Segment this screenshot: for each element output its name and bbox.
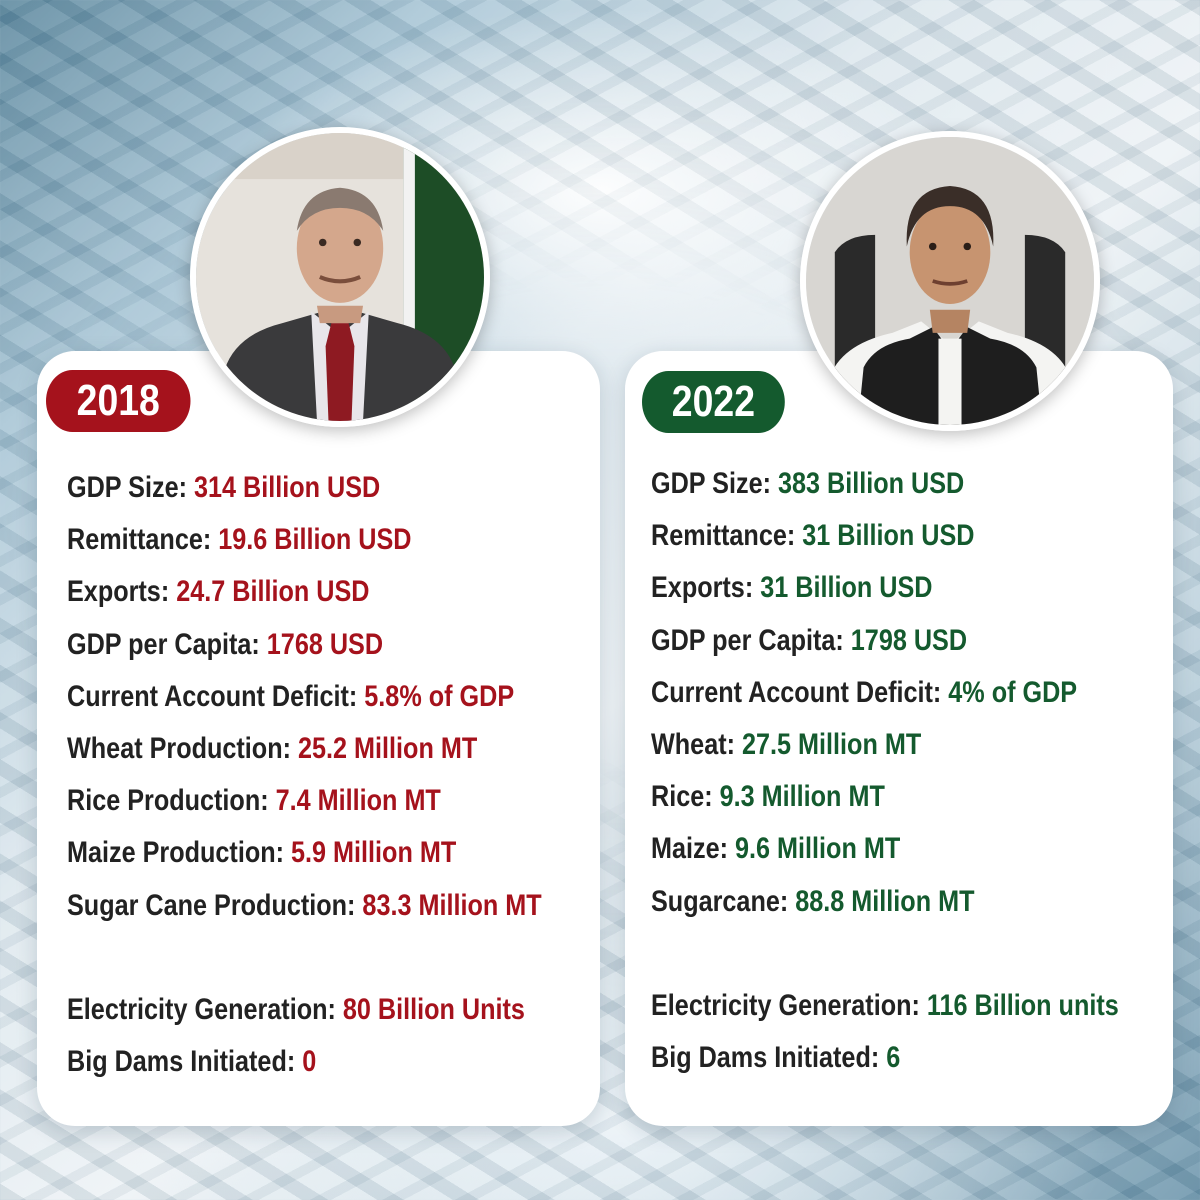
- stat-maize: Maize: 9.6 Million MT: [651, 827, 1119, 879]
- stat-value: 31 Billion USD: [802, 519, 975, 553]
- stat-current-account-deficit: Current Account Deficit: 5.8% of GDP: [67, 675, 542, 727]
- stat-value: 83.3 Million MT: [362, 888, 542, 922]
- stat-current-account-deficit: Current Account Deficit: 4% of GDP: [651, 671, 1119, 723]
- stat-value: 314 Billion USD: [193, 471, 381, 504]
- stat-exports: Exports: 24.7 Billion USD: [67, 570, 542, 622]
- stat-electricity: Electricity Generation: 116 Billion unit…: [651, 984, 1119, 1036]
- stat-value: 0: [302, 1044, 317, 1078]
- stat-value: 7.4 Million MT: [275, 784, 441, 818]
- stat-label: GDP per Capita:: [651, 623, 844, 657]
- stat-label: Sugar Cane Production:: [67, 888, 356, 922]
- stat-value: 27.5 Million MT: [742, 727, 922, 761]
- stat-electricity: Electricity Generation: 80 Billion Units: [67, 988, 542, 1040]
- stat-sugarcane: Sugarcane: 88.8 Million MT: [651, 880, 1119, 932]
- year-badge-2022: 2022: [642, 371, 785, 433]
- stat-value: 116 Billion units: [926, 988, 1119, 1022]
- stat-label: GDP Size:: [67, 471, 187, 504]
- stat-value: 1798 USD: [850, 623, 968, 657]
- stat-value: 383 Billion USD: [777, 467, 965, 500]
- stat-rice: Rice Production: 7.4 Million MT: [67, 779, 542, 831]
- stats-list-2022: GDP Size: 383 Billion USD Remittance: 31…: [651, 462, 1200, 1088]
- stat-rice: Rice: 9.3 Million MT: [651, 775, 1119, 827]
- stat-value: 24.7 Billion USD: [176, 575, 370, 609]
- stat-label: Sugarcane:: [651, 884, 789, 918]
- stat-gdp-per-capita: GDP per Capita: 1798 USD: [651, 619, 1119, 671]
- stat-wheat: Wheat Production: 25.2 Million MT: [67, 727, 542, 779]
- stat-value: 80 Billion Units: [342, 992, 525, 1026]
- stat-remittance: Remittance: 31 Billion USD: [651, 514, 1119, 566]
- stat-label: Remittance:: [67, 523, 212, 557]
- stat-gdp-size: GDP Size: 383 Billion USD: [651, 462, 1119, 514]
- stat-gdp-size: GDP Size: 314 Billion USD: [67, 466, 542, 518]
- stat-label: Wheat:: [651, 727, 735, 761]
- portrait-2022: [800, 131, 1100, 431]
- stat-label: Electricity Generation:: [651, 988, 920, 1022]
- stat-remittance: Remittance: 19.6 Billion USD: [67, 518, 542, 570]
- stat-sugarcane: Sugar Cane Production: 83.3 Million MT: [67, 884, 542, 936]
- stat-label: Rice:: [651, 780, 713, 814]
- stat-label: Exports:: [67, 575, 170, 609]
- stat-value: 5.9 Million MT: [291, 836, 457, 870]
- stat-value: 9.3 Million MT: [719, 780, 885, 814]
- stat-value: 88.8 Million MT: [795, 884, 975, 918]
- stat-label: Big Dams Initiated:: [651, 1040, 880, 1074]
- stat-big-dams: Big Dams Initiated: 0: [67, 1040, 542, 1092]
- stat-value: 5.8% of GDP: [364, 679, 515, 713]
- stat-big-dams: Big Dams Initiated: 6: [651, 1036, 1119, 1088]
- stats-list-2018: GDP Size: 314 Billion USD Remittance: 19…: [67, 466, 632, 1092]
- stat-value: 6: [886, 1040, 901, 1074]
- stat-value: 25.2 Million MT: [298, 731, 478, 765]
- card-2018: [37, 351, 600, 1126]
- stat-value: 31 Billion USD: [760, 571, 933, 605]
- stat-gdp-per-capita: GDP per Capita: 1768 USD: [67, 623, 542, 675]
- stat-label: Remittance:: [651, 519, 796, 553]
- stat-label: GDP Size:: [651, 467, 771, 500]
- stat-exports: Exports: 31 Billion USD: [651, 566, 1119, 618]
- portrait-2018: [190, 127, 490, 427]
- stat-label: Exports:: [651, 571, 754, 605]
- stat-maize: Maize Production: 5.9 Million MT: [67, 831, 542, 883]
- stat-value: 4% of GDP: [948, 675, 1078, 709]
- stat-label: Maize Production:: [67, 836, 285, 870]
- stat-label: Wheat Production:: [67, 731, 291, 765]
- stat-value: 1768 USD: [266, 627, 384, 661]
- stat-label: Current Account Deficit:: [67, 679, 358, 713]
- year-badge-2018: 2018: [46, 370, 191, 432]
- stat-label: Maize:: [651, 832, 729, 866]
- stat-label: Electricity Generation:: [67, 992, 336, 1026]
- stat-wheat: Wheat: 27.5 Million MT: [651, 723, 1119, 775]
- stat-label: Rice Production:: [67, 784, 269, 818]
- card-2022: [625, 351, 1173, 1126]
- stat-value: 19.6 Billion USD: [218, 523, 412, 557]
- stat-label: Current Account Deficit:: [651, 675, 942, 709]
- stat-value: 9.6 Million MT: [735, 832, 901, 866]
- stat-label: GDP per Capita:: [67, 627, 260, 661]
- stat-label: Big Dams Initiated:: [67, 1044, 296, 1078]
